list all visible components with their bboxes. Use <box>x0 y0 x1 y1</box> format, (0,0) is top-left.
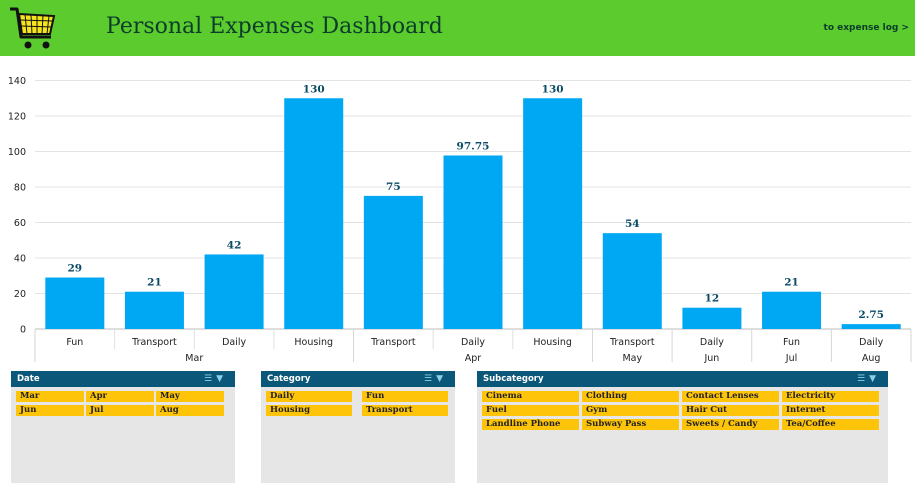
slicer-item-landline-phone[interactable]: Landline Phone <box>482 419 579 430</box>
x-group-label: Jun <box>703 353 719 364</box>
x-tick-label: Daily <box>222 337 246 348</box>
multi-select-icon[interactable]: ☰ <box>204 374 217 384</box>
slicer-item-aug[interactable]: Aug <box>156 405 224 416</box>
x-group-label: Jul <box>785 353 797 364</box>
slicer-item-fuel[interactable]: Fuel <box>482 405 579 416</box>
date-slicer: Date ☰▼ Mar Apr May Jun Jul Aug <box>11 371 235 483</box>
category-slicer: Category ☰▼ Daily Fun Housing Transport <box>261 371 455 483</box>
slicer-item-cinema[interactable]: Cinema <box>482 391 579 402</box>
date-slicer-title: Date <box>17 374 40 384</box>
slicer-item-jul[interactable]: Jul <box>86 405 154 416</box>
slicer-item-housing[interactable]: Housing <box>266 405 352 416</box>
y-tick-label: 120 <box>8 112 26 123</box>
slicer-item-subway-pass[interactable]: Subway Pass <box>582 419 679 430</box>
clear-filter-icon[interactable]: ▼ <box>436 374 447 384</box>
slicer-item-clothing[interactable]: Clothing <box>582 391 679 402</box>
slicer-item-electricity[interactable]: Electricity <box>782 391 879 402</box>
clear-filter-icon[interactable]: ▼ <box>869 374 880 384</box>
chart-grid <box>34 80 912 362</box>
bar[interactable] <box>443 155 503 329</box>
data-label: 54 <box>625 218 640 230</box>
x-tick-label: Housing <box>294 337 333 348</box>
data-label: 75 <box>386 181 401 193</box>
bar[interactable] <box>363 195 423 329</box>
data-label: 130 <box>542 83 564 95</box>
bar[interactable] <box>602 233 662 329</box>
x-group-label: Apr <box>465 353 482 364</box>
x-tick-label: Transport <box>131 337 177 348</box>
slicer-item-apr[interactable]: Apr <box>86 391 154 402</box>
slicer-item-may[interactable]: May <box>156 391 224 402</box>
subcategory-slicer: Subcategory ☰▼ Cinema Clothing Contact Len… <box>477 371 888 483</box>
data-label: 42 <box>227 239 242 251</box>
x-tick-label: Transport <box>609 337 655 348</box>
bar[interactable] <box>682 307 742 329</box>
bar[interactable] <box>124 291 184 329</box>
slicer-item-hair-cut[interactable]: Hair Cut <box>682 405 779 416</box>
multi-select-icon[interactable]: ☰ <box>424 374 437 384</box>
category-slicer-header: Category ☰▼ <box>261 371 455 387</box>
data-label: 12 <box>705 293 720 305</box>
data-label: 2.75 <box>858 309 884 321</box>
slicer-item-internet[interactable]: Internet <box>782 405 879 416</box>
bar[interactable] <box>204 254 264 329</box>
clear-filter-icon[interactable]: ▼ <box>216 374 227 384</box>
data-label: 21 <box>147 277 162 289</box>
bar[interactable] <box>284 98 344 329</box>
x-tick-label: Daily <box>700 337 724 348</box>
slicer-item-mar[interactable]: Mar <box>16 391 84 402</box>
x-group-label: Mar <box>185 353 203 364</box>
x-group-label: Aug <box>862 353 881 364</box>
y-tick-label: 80 <box>14 183 26 194</box>
slicer-item-gym[interactable]: Gym <box>582 405 679 416</box>
x-tick-label: Daily <box>461 337 485 348</box>
data-label: 29 <box>68 263 83 275</box>
y-tick-label: 140 <box>8 76 26 87</box>
expense-bar-chart: 0 20 40 60 80 100 120 140 29 Fun 21 Transport 42 Dail… <box>8 76 912 364</box>
slicer-item-jun[interactable]: Jun <box>16 405 84 416</box>
subcategory-slicer-header: Subcategory ☰▼ <box>477 371 888 387</box>
bar[interactable] <box>841 324 901 329</box>
y-tick-label: 20 <box>14 289 26 300</box>
bar[interactable] <box>762 291 822 329</box>
x-group-label: May <box>622 353 642 364</box>
bar[interactable] <box>45 277 105 329</box>
x-tick-label: Fun <box>783 337 800 348</box>
slicer-item-fun[interactable]: Fun <box>362 391 448 402</box>
slicer-item-sweets-candy[interactable]: Sweets / Candy <box>682 419 779 430</box>
multi-select-icon[interactable]: ☰ <box>857 374 870 384</box>
chart-bars <box>45 98 901 329</box>
data-label: 21 <box>784 277 799 289</box>
y-tick-label: 0 <box>20 325 26 336</box>
slicer-item-tea-coffee[interactable]: Tea/Coffee <box>782 419 879 430</box>
shopping-cart-icon <box>10 7 56 49</box>
data-label: 130 <box>303 83 325 95</box>
data-label: 97.75 <box>457 140 490 152</box>
y-tick-label: 60 <box>14 218 26 229</box>
page-title: Personal Expenses Dashboard <box>106 14 443 39</box>
x-tick-label: Fun <box>66 337 83 348</box>
y-tick-label: 100 <box>8 147 26 158</box>
slicer-item-contact-lenses[interactable]: Contact Lenses <box>682 391 779 402</box>
bar[interactable] <box>523 98 583 329</box>
header-bar: Personal Expenses Dashboard to expense l… <box>0 0 915 56</box>
slicer-item-transport[interactable]: Transport <box>362 405 448 416</box>
expense-log-link[interactable]: to expense log > <box>823 23 909 33</box>
chart-labels: 0 20 40 60 80 100 120 140 29 Fun 21 Transport 42 Dail… <box>8 76 884 364</box>
subcategory-slicer-title: Subcategory <box>483 374 544 384</box>
x-tick-label: Transport <box>370 337 416 348</box>
y-tick-label: 40 <box>14 254 26 265</box>
x-tick-label: Housing <box>533 337 572 348</box>
x-tick-label: Daily <box>859 337 883 348</box>
category-slicer-title: Category <box>267 374 311 384</box>
slicer-item-daily[interactable]: Daily <box>266 391 352 402</box>
date-slicer-header: Date ☰▼ <box>11 371 235 387</box>
